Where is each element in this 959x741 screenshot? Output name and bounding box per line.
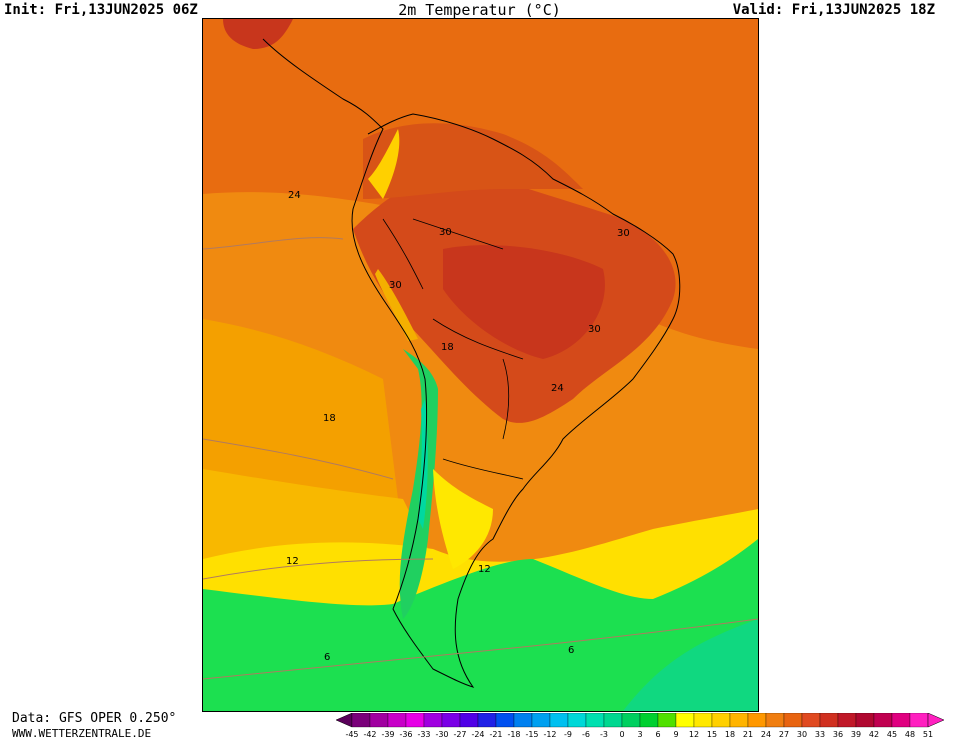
map-graphic (203, 19, 758, 711)
legend-swatch (549, 713, 569, 728)
contour-label: 6 (568, 645, 575, 656)
legend-swatch (891, 713, 911, 728)
legend-swatch (459, 713, 479, 728)
legend-swatch (423, 713, 443, 728)
legend-swatch (567, 713, 587, 728)
legend-swatch (675, 713, 695, 728)
legend-tick-label: 9 (673, 730, 679, 739)
legend-swatch (801, 713, 821, 728)
legend-tick-label: -21 (489, 730, 503, 739)
legend-swatch (387, 713, 407, 728)
legend-swatch (351, 713, 371, 728)
contour-label: 18 (323, 413, 336, 424)
legend-swatch (855, 713, 875, 728)
legend-tick-label: 33 (814, 730, 826, 739)
website-link[interactable]: WWW.WETTERZENTRALE.DE (12, 727, 152, 740)
contour-label: 30 (588, 324, 601, 335)
legend-tick-label: -24 (471, 730, 485, 739)
legend-swatch (603, 713, 623, 728)
legend-swatch (441, 713, 461, 728)
contour-label: 6 (324, 652, 331, 663)
legend-tick-label: 51 (922, 730, 934, 739)
legend-tick-label: 3 (637, 730, 643, 739)
legend-tick-label: 42 (868, 730, 880, 739)
legend-swatch (657, 713, 677, 728)
temperature-map: 24 30 30 30 30 18 24 18 12 12 6 6 (202, 18, 759, 712)
legend-swatch (819, 713, 839, 728)
legend-tick-label: 27 (778, 730, 790, 739)
legend-tick-label: -45 (345, 730, 359, 739)
legend-tick-label: 24 (760, 730, 772, 739)
legend-swatch (405, 713, 425, 728)
legend-tick-label: 21 (742, 730, 754, 739)
legend-arrow-low (336, 713, 353, 728)
legend-swatch (909, 713, 929, 728)
legend-swatch (639, 713, 659, 728)
legend-tick-label: 36 (832, 730, 844, 739)
legend-swatch (729, 713, 749, 728)
init-time: Init: Fri,13JUN2025 06Z (4, 2, 198, 18)
legend-arrow-high (927, 713, 945, 728)
legend-swatch (531, 713, 551, 728)
contour-label: 12 (478, 564, 491, 575)
legend-swatch (621, 713, 641, 728)
color-legend (336, 713, 945, 728)
legend-tick-label: 15 (706, 730, 718, 739)
legend-tick-label: -39 (381, 730, 395, 739)
data-source: Data: GFS OPER 0.250° (12, 711, 177, 726)
legend-tick-label: 39 (850, 730, 862, 739)
legend-swatch (693, 713, 713, 728)
contour-label: 12 (286, 556, 299, 567)
legend-tick-label: -27 (453, 730, 467, 739)
legend-tick-label: -30 (435, 730, 449, 739)
legend-swatch (765, 713, 785, 728)
legend-swatch (711, 713, 731, 728)
valid-time: Valid: Fri,13JUN2025 18Z (732, 2, 935, 18)
legend-tick-label: -42 (363, 730, 377, 739)
legend-tick-label: 48 (904, 730, 916, 739)
legend-tick-label: -12 (543, 730, 557, 739)
contour-label: 30 (439, 227, 452, 238)
legend-swatch (477, 713, 497, 728)
legend-tick-label: -15 (525, 730, 539, 739)
legend-tick-label: 18 (724, 730, 736, 739)
legend-tick-label: -36 (399, 730, 413, 739)
legend-tick-label: 6 (655, 730, 661, 739)
legend-swatch (513, 713, 533, 728)
legend-tick-label: 12 (688, 730, 700, 739)
contour-label: 18 (441, 342, 454, 353)
chart-title: 2m Temperatur (°C) (398, 1, 561, 19)
legend-tick-label: 30 (796, 730, 808, 739)
legend-tick-label: -9 (564, 730, 572, 739)
legend-tick-label: -3 (600, 730, 608, 739)
legend-tick-label: 45 (886, 730, 898, 739)
legend-tick-label: -6 (582, 730, 590, 739)
contour-label: 24 (551, 383, 564, 394)
legend-tick-label: 0 (619, 730, 625, 739)
legend-swatch (873, 713, 893, 728)
legend-swatch (369, 713, 389, 728)
contour-label: 30 (389, 280, 402, 291)
legend-swatch (495, 713, 515, 728)
contour-label: 30 (617, 228, 630, 239)
legend-swatch (747, 713, 767, 728)
legend-tick-label: -18 (507, 730, 521, 739)
legend-tick-label: -33 (417, 730, 431, 739)
legend-swatch (837, 713, 857, 728)
legend-swatch (585, 713, 605, 728)
legend-swatch (783, 713, 803, 728)
contour-label: 24 (288, 190, 301, 201)
